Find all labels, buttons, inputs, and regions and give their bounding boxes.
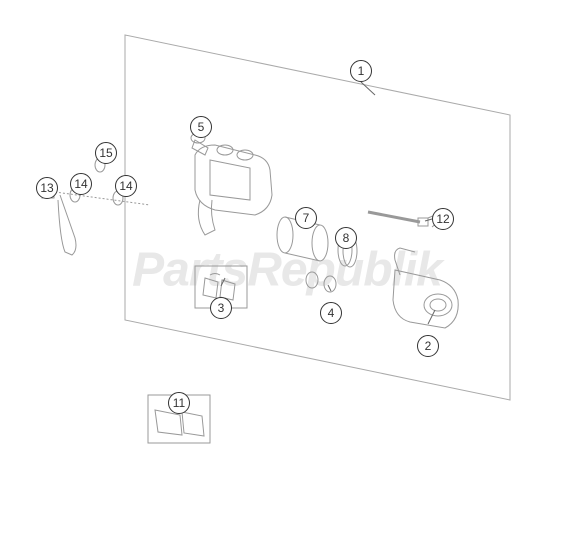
- bracket: [393, 248, 458, 328]
- callout-11: 11: [168, 392, 190, 414]
- diagram-svg: [0, 0, 574, 539]
- callout-3: 3: [210, 297, 232, 319]
- callout-4: 4: [320, 302, 342, 324]
- callout-14b: 14: [115, 175, 137, 197]
- callout-12: 12: [432, 208, 454, 230]
- callout-5: 5: [190, 116, 212, 138]
- parts-diagram: PartsRepublik: [0, 0, 574, 539]
- callout-1: 1: [350, 60, 372, 82]
- callout-2: 2: [417, 335, 439, 357]
- callout-14: 14: [70, 173, 92, 195]
- callout-15: 15: [95, 142, 117, 164]
- clips: [203, 274, 235, 301]
- callout-7: 7: [295, 207, 317, 229]
- bushings: [306, 272, 336, 292]
- bolt-shaft: [58, 195, 76, 255]
- callout-8: 8: [335, 227, 357, 249]
- guide-pin: [368, 212, 438, 227]
- callout-13: 13: [36, 177, 58, 199]
- caliper-body: [195, 145, 272, 235]
